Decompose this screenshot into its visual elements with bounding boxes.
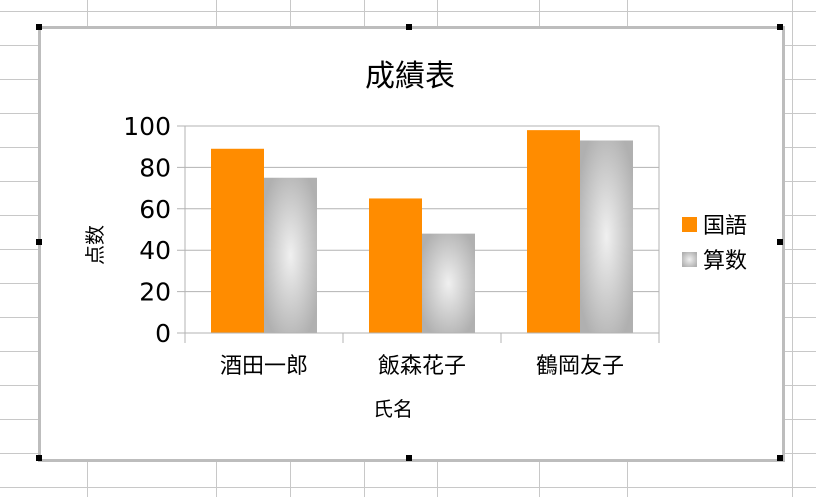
column-gridline xyxy=(792,0,793,497)
bar-国語-鶴岡友子 xyxy=(527,130,580,333)
bar-国語-飯森花子 xyxy=(369,198,422,333)
legend-label: 国語 xyxy=(703,214,747,239)
legend-swatch xyxy=(682,252,697,267)
y-tick-label: 60 xyxy=(139,195,171,224)
resize-handle[interactable] xyxy=(777,239,783,245)
chart-title: 成績表 xyxy=(365,59,455,94)
y-tick-label: 0 xyxy=(155,319,171,348)
bar-算数-酒田一郎 xyxy=(264,177,317,333)
bar-算数-飯森花子 xyxy=(422,233,475,333)
x-axis-label: 氏名 xyxy=(373,397,413,421)
x-tick-label: 鶴岡友子 xyxy=(536,354,624,379)
resize-handle[interactable] xyxy=(406,455,412,461)
y-tick-label: 80 xyxy=(139,153,171,182)
y-tick-label: 100 xyxy=(123,112,171,141)
x-tick-label: 飯森花子 xyxy=(378,354,466,379)
resize-handle[interactable] xyxy=(36,455,42,461)
legend-swatch xyxy=(682,217,697,232)
row-gridline xyxy=(0,487,816,488)
resize-handle[interactable] xyxy=(777,455,783,461)
bar-国語-酒田一郎 xyxy=(211,148,264,333)
resize-handle[interactable] xyxy=(777,24,783,30)
resize-handle[interactable] xyxy=(36,239,42,245)
resize-handle[interactable] xyxy=(36,24,42,30)
resize-handle[interactable] xyxy=(406,24,412,30)
y-axis-label: 点数 xyxy=(83,225,107,265)
y-tick-label: 40 xyxy=(139,236,171,265)
row-gridline xyxy=(0,11,816,12)
y-tick-label: 20 xyxy=(139,278,171,307)
bar-算数-鶴岡友子 xyxy=(580,140,633,333)
legend-label: 算数 xyxy=(703,249,747,274)
x-tick-label: 酒田一郎 xyxy=(220,354,308,379)
